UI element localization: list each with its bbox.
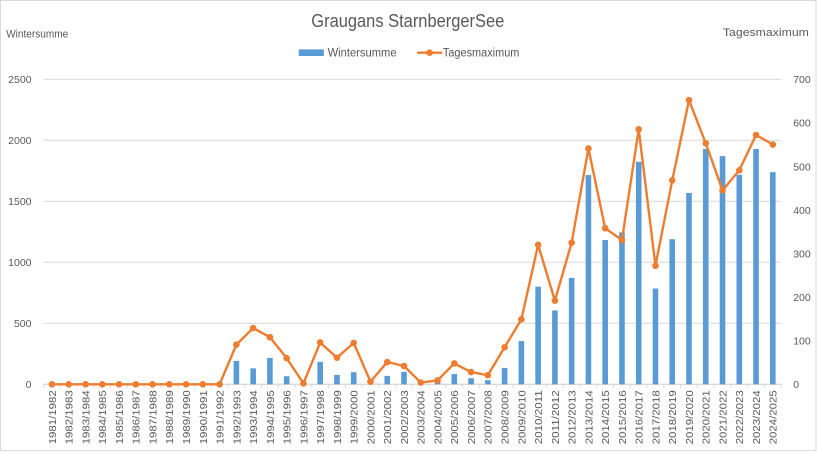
svg-text:1994/1995: 1994/1995 (265, 390, 277, 444)
svg-text:2016/2017: 2016/2017 (634, 390, 646, 444)
svg-text:100: 100 (793, 336, 811, 348)
svg-text:2003/2004: 2003/2004 (416, 390, 428, 444)
svg-text:1993/1994: 1993/1994 (248, 390, 260, 444)
svg-text:2019/2020: 2019/2020 (684, 390, 696, 444)
svg-text:2011/2012: 2011/2012 (550, 390, 562, 444)
svg-text:Tagesmaximum: Tagesmaximum (723, 27, 809, 39)
svg-text:2013/2014: 2013/2014 (583, 390, 595, 444)
svg-text:400: 400 (793, 205, 811, 217)
svg-text:300: 300 (793, 248, 811, 260)
svg-text:1985/1986: 1985/1986 (114, 390, 126, 444)
svg-text:0: 0 (26, 379, 32, 391)
svg-text:2000: 2000 (8, 135, 32, 147)
svg-text:1999/2000: 1999/2000 (349, 390, 361, 444)
svg-text:200: 200 (793, 292, 811, 304)
svg-text:2009/2010: 2009/2010 (516, 390, 528, 444)
svg-text:2008/2009: 2008/2009 (500, 390, 512, 444)
svg-text:500: 500 (14, 318, 32, 330)
svg-text:700: 700 (793, 74, 811, 86)
svg-text:1998/1999: 1998/1999 (332, 390, 344, 444)
svg-text:1992/1993: 1992/1993 (231, 390, 243, 444)
svg-text:1990/1991: 1990/1991 (198, 390, 210, 444)
svg-text:2024/2025: 2024/2025 (768, 390, 780, 444)
svg-text:2014/2015: 2014/2015 (600, 390, 612, 444)
svg-text:2007/2008: 2007/2008 (483, 390, 495, 444)
svg-text:2000/2001: 2000/2001 (365, 390, 377, 444)
svg-text:1988/1989: 1988/1989 (164, 390, 176, 444)
svg-text:2004/2005: 2004/2005 (432, 390, 444, 444)
svg-text:1991/1992: 1991/1992 (215, 390, 227, 444)
svg-text:0: 0 (793, 379, 799, 391)
svg-text:2006/2007: 2006/2007 (466, 390, 478, 444)
svg-text:1983/1984: 1983/1984 (80, 390, 92, 444)
svg-text:600: 600 (793, 118, 811, 130)
svg-text:2012/2013: 2012/2013 (567, 390, 579, 444)
svg-text:1996/1997: 1996/1997 (298, 390, 310, 444)
svg-text:2005/2006: 2005/2006 (449, 390, 461, 444)
svg-text:1984/1985: 1984/1985 (97, 390, 109, 444)
svg-text:1500: 1500 (8, 196, 32, 208)
svg-text:1989/1990: 1989/1990 (181, 390, 193, 444)
svg-text:2010/2011: 2010/2011 (533, 390, 545, 444)
svg-text:1986/1987: 1986/1987 (131, 390, 143, 444)
svg-text:2015/2016: 2015/2016 (617, 390, 629, 444)
svg-text:2001/2002: 2001/2002 (382, 390, 394, 444)
svg-text:1995/1996: 1995/1996 (282, 390, 294, 444)
svg-text:2500: 2500 (8, 74, 32, 86)
svg-text:2020/2021: 2020/2021 (701, 390, 713, 444)
svg-text:2018/2019: 2018/2019 (667, 390, 679, 444)
svg-text:1987/1988: 1987/1988 (147, 390, 159, 444)
svg-text:2002/2003: 2002/2003 (399, 390, 411, 444)
svg-text:1000: 1000 (8, 257, 32, 269)
svg-text:500: 500 (793, 161, 811, 173)
svg-text:Tagesmaximum: Tagesmaximum (443, 48, 520, 60)
svg-text:2021/2022: 2021/2022 (717, 390, 729, 444)
svg-text:1997/1998: 1997/1998 (315, 390, 327, 444)
svg-text:1982/1983: 1982/1983 (64, 390, 76, 444)
svg-text:2017/2018: 2017/2018 (650, 390, 662, 444)
svg-text:Wintersumme: Wintersumme (6, 29, 68, 41)
svg-text:2022/2023: 2022/2023 (734, 390, 746, 444)
svg-text:1981/1982: 1981/1982 (47, 390, 59, 444)
svg-text:Wintersumme: Wintersumme (328, 48, 397, 60)
svg-text:Graugans StarnbergerSee: Graugans StarnbergerSee (311, 10, 504, 31)
svg-text:2023/2024: 2023/2024 (751, 390, 763, 444)
